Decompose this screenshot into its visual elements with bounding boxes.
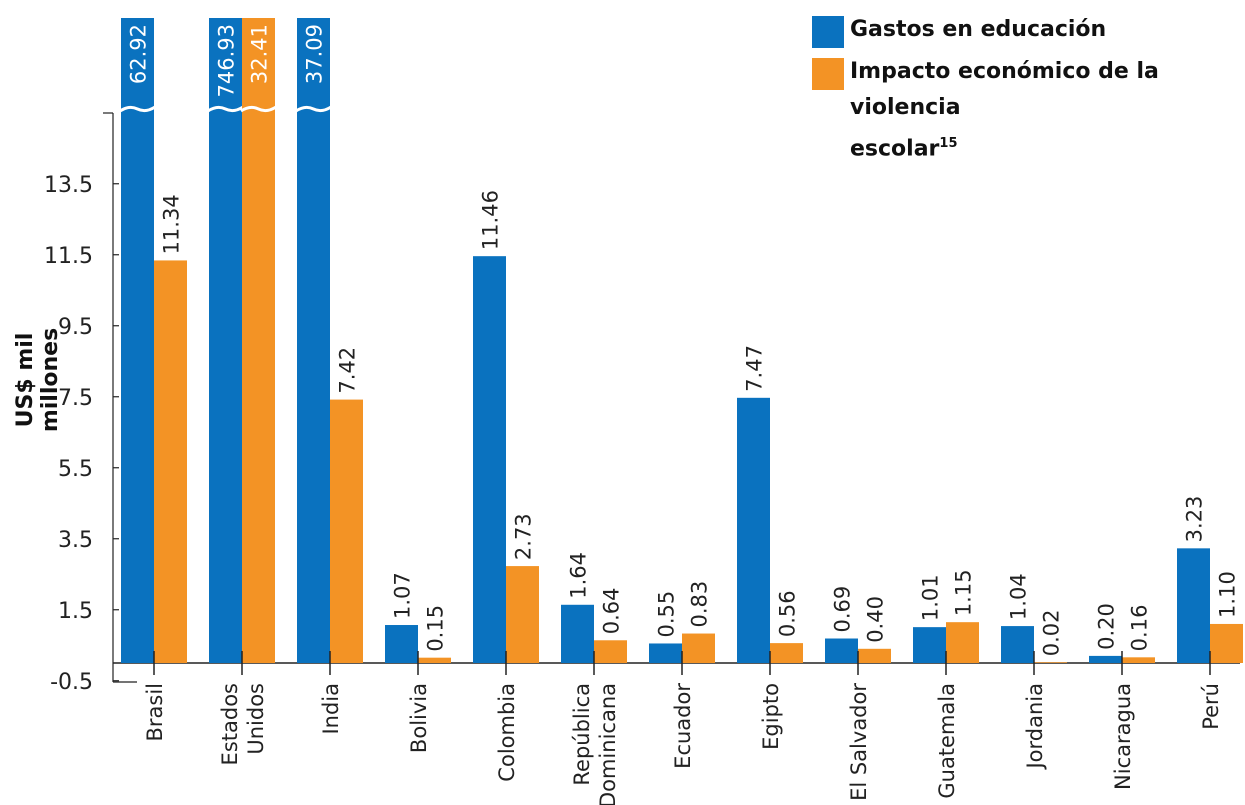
data-label: 0.56: [776, 590, 800, 637]
y-tick-label: -0.5: [50, 670, 93, 695]
data-label: 0.20: [1095, 603, 1119, 650]
axis-break-mark: [240, 105, 277, 113]
data-label: 37.09: [303, 24, 327, 84]
bar-education: [1089, 655, 1122, 663]
bar-violence: [242, 18, 275, 663]
x-tick-label: Brasil: [143, 683, 167, 742]
legend-label-violence-superscript: 15: [939, 136, 958, 151]
bar-violence: [1122, 657, 1155, 663]
axis-break-mark: [295, 105, 332, 113]
data-label: 1.01: [919, 574, 943, 621]
legend-label-violence: Impacto económico de la violencia: [850, 59, 1159, 120]
legend-label-violence-line2: escolar: [850, 136, 940, 162]
y-tick-label: 5.5: [58, 457, 93, 482]
data-label: 0.83: [688, 581, 712, 628]
x-tick-label: Ecuador: [671, 683, 695, 769]
bar-violence: [682, 633, 715, 663]
bar-violence: [858, 648, 891, 663]
legend-item-education: Gastos en educación: [812, 12, 1242, 48]
bar-education: [473, 256, 506, 663]
bar-education: [1001, 626, 1034, 663]
x-tick-label: Dominicana: [596, 683, 620, 805]
legend: Gastos en educación Impacto económico de…: [812, 12, 1242, 167]
bar-education: [561, 604, 594, 663]
data-label: 7.47: [743, 345, 767, 392]
y-tick-label: 3.5: [58, 528, 93, 553]
data-label: 1.10: [1216, 571, 1240, 618]
data-label: 3.23: [1183, 496, 1207, 543]
data-label: 0.64: [600, 588, 624, 635]
bar-violence: [418, 657, 451, 663]
legend-swatch-education: [812, 16, 844, 48]
bar-education: [1177, 548, 1210, 663]
bar-education: [913, 627, 946, 663]
legend-label-education: Gastos en educación: [850, 17, 1107, 42]
bar-education: [209, 18, 242, 663]
data-label: 11.46: [479, 190, 503, 250]
bar-violence: [770, 643, 803, 663]
x-tick-label: India: [319, 683, 343, 735]
y-tick-label: 9.5: [58, 315, 93, 340]
data-label: 1.15: [952, 569, 976, 616]
x-tick-label: Guatemala: [935, 683, 959, 799]
legend-item-violence: Impacto económico de la violencia escola…: [812, 54, 1242, 167]
bar-education: [121, 18, 154, 663]
bar-violence: [330, 399, 363, 663]
data-label: 32.41: [248, 24, 272, 84]
bar-violence: [946, 622, 979, 663]
data-label: 62.92: [127, 24, 151, 84]
data-label: 0.15: [424, 605, 448, 652]
x-tick-label: El Salvador: [847, 683, 871, 801]
bar-education: [825, 638, 858, 663]
bar-violence: [594, 640, 627, 663]
data-label: 11.34: [160, 194, 184, 254]
bar-education: [649, 643, 682, 663]
y-axis-label: US$ mil millones: [13, 327, 63, 433]
data-label: 0.16: [1128, 605, 1152, 652]
y-tick-label: 13.5: [44, 173, 93, 198]
bar-education: [385, 625, 418, 663]
legend-swatch-violence: [812, 58, 844, 90]
x-tick-label: Colombia: [495, 683, 519, 782]
data-label: 1.64: [567, 552, 591, 599]
y-tick-label: 11.5: [44, 244, 93, 269]
data-label: 1.04: [1007, 573, 1031, 620]
bar-education: [737, 397, 770, 663]
x-tick-label: República: [570, 683, 594, 786]
y-tick-label: 1.5: [58, 599, 93, 624]
data-label: 0.69: [831, 586, 855, 633]
x-tick-label: Estados: [218, 683, 242, 765]
data-label: 0.02: [1040, 610, 1064, 657]
axis-break-mark: [207, 105, 244, 113]
x-tick-label: Bolivia: [407, 683, 431, 753]
data-label: 0.40: [864, 596, 888, 643]
bar-violence: [506, 566, 539, 663]
data-label: 746.93: [215, 24, 239, 97]
y-tick-label: 7.5: [58, 386, 93, 411]
x-tick-label: Perú: [1199, 683, 1223, 730]
bar-violence: [1210, 623, 1243, 663]
bar-violence: [154, 260, 187, 663]
x-tick-label: Jordania: [1023, 683, 1047, 771]
data-label: 0.55: [655, 591, 679, 638]
x-tick-label: Egipto: [759, 683, 783, 750]
data-label: 2.73: [512, 513, 536, 560]
axis-break-mark: [119, 105, 156, 113]
bar-education: [297, 18, 330, 663]
x-tick-label: Nicaragua: [1111, 683, 1135, 790]
data-label: 1.07: [391, 572, 415, 619]
x-tick-label: Unidos: [244, 683, 268, 755]
bar-violence: [1034, 662, 1067, 663]
data-label: 7.42: [336, 347, 360, 394]
